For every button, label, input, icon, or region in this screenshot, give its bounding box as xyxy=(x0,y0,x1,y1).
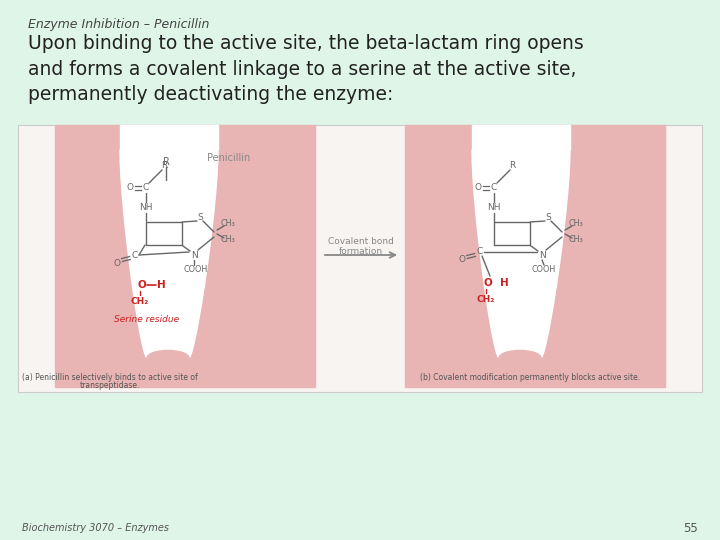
Text: CH₂: CH₂ xyxy=(131,298,149,307)
Text: O: O xyxy=(138,280,146,290)
Text: C: C xyxy=(491,184,497,192)
Text: 55: 55 xyxy=(683,522,698,535)
Text: H: H xyxy=(157,280,166,290)
Polygon shape xyxy=(120,125,218,150)
Text: transpeptidase.: transpeptidase. xyxy=(80,381,140,389)
Text: CH₂: CH₂ xyxy=(477,295,495,305)
Text: O: O xyxy=(127,184,133,192)
FancyBboxPatch shape xyxy=(18,125,702,392)
Text: O: O xyxy=(474,184,482,192)
Text: O: O xyxy=(484,278,492,288)
Text: C: C xyxy=(143,184,149,192)
Text: R: R xyxy=(161,160,167,170)
Text: C: C xyxy=(477,247,483,256)
Text: R: R xyxy=(163,157,169,167)
Text: Penicillin: Penicillin xyxy=(207,153,251,163)
Text: Enzyme Inhibition – Penicillin: Enzyme Inhibition – Penicillin xyxy=(28,18,210,31)
Text: CH₃: CH₃ xyxy=(220,235,235,245)
Polygon shape xyxy=(55,125,315,387)
Text: S: S xyxy=(197,213,203,222)
Text: N: N xyxy=(539,251,545,260)
Text: CH₃: CH₃ xyxy=(569,235,583,245)
Text: Upon binding to the active site, the beta-lactam ring opens
and forms a covalent: Upon binding to the active site, the bet… xyxy=(28,34,584,105)
Polygon shape xyxy=(472,125,570,150)
Polygon shape xyxy=(472,150,570,357)
Polygon shape xyxy=(405,125,665,387)
Text: CH₃: CH₃ xyxy=(569,219,583,228)
Text: O: O xyxy=(114,259,120,267)
Text: (b) Covalent modification permanently blocks active site.: (b) Covalent modification permanently bl… xyxy=(420,373,640,381)
Text: S: S xyxy=(545,213,551,222)
Text: O: O xyxy=(459,255,466,265)
Text: N: N xyxy=(191,251,197,260)
Text: (a) Penicillin selectively binds to active site of: (a) Penicillin selectively binds to acti… xyxy=(22,373,198,381)
Text: COOH: COOH xyxy=(532,266,556,274)
Text: H: H xyxy=(500,278,508,288)
Text: Serine residue: Serine residue xyxy=(114,314,179,323)
Text: C: C xyxy=(132,251,138,260)
Text: Biochemistry 3070 – Enzymes: Biochemistry 3070 – Enzymes xyxy=(22,523,169,533)
Text: formation: formation xyxy=(339,247,383,256)
Text: NH: NH xyxy=(487,204,500,213)
Polygon shape xyxy=(120,150,218,357)
Text: CH₃: CH₃ xyxy=(220,219,235,228)
Text: R: R xyxy=(509,160,515,170)
Text: COOH: COOH xyxy=(184,266,208,274)
Text: Covalent bond: Covalent bond xyxy=(328,238,394,246)
Text: NH: NH xyxy=(139,204,153,213)
